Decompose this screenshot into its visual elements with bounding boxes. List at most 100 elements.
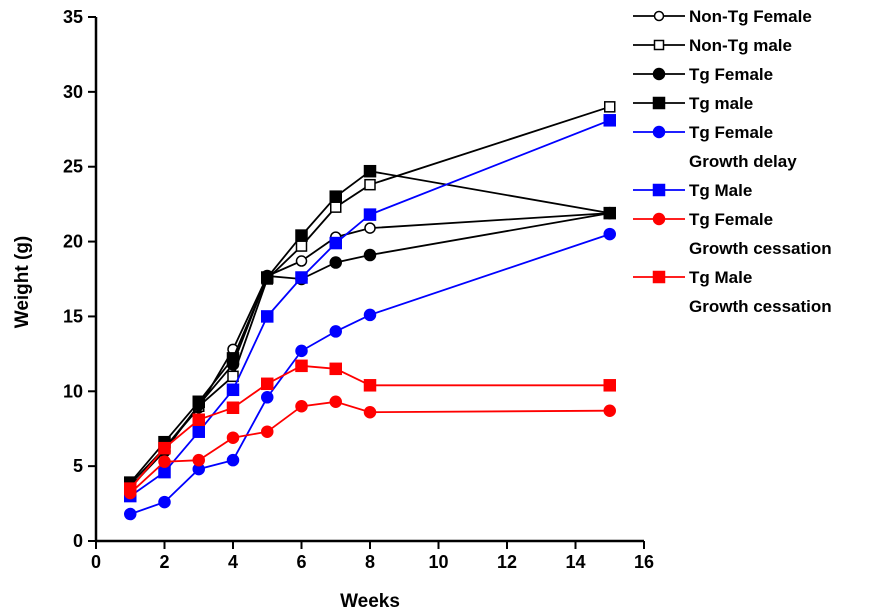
series-layer bbox=[124, 101, 616, 521]
data-point bbox=[261, 377, 274, 391]
legend-label: Tg Female bbox=[689, 210, 773, 229]
data-point bbox=[295, 240, 308, 252]
y-tick-label: 25 bbox=[63, 157, 83, 177]
x-axis-title: Weeks bbox=[340, 591, 400, 612]
data-point bbox=[192, 453, 205, 467]
x-tick-label: 4 bbox=[228, 552, 238, 572]
data-point bbox=[226, 431, 240, 444]
x-tick-label: 10 bbox=[428, 552, 448, 572]
data-point bbox=[363, 379, 377, 392]
legend-item-6: Tg Male bbox=[633, 181, 752, 200]
data-point bbox=[261, 425, 274, 438]
data-point bbox=[261, 271, 274, 284]
legend-label: Tg Male bbox=[689, 268, 752, 287]
data-point bbox=[603, 227, 616, 241]
legend-label: Non-Tg Female bbox=[689, 7, 812, 26]
data-point bbox=[295, 400, 308, 413]
data-point bbox=[603, 379, 616, 392]
data-point bbox=[261, 310, 274, 323]
data-point bbox=[261, 391, 274, 404]
x-tick-label: 0 bbox=[91, 552, 101, 572]
data-point bbox=[226, 453, 240, 467]
series-3 bbox=[124, 206, 616, 494]
data-point bbox=[295, 344, 308, 358]
data-point bbox=[192, 425, 205, 438]
data-point bbox=[363, 248, 377, 262]
data-point bbox=[363, 164, 377, 178]
data-point bbox=[192, 395, 205, 409]
legend-item-1: Non-Tg Female bbox=[633, 7, 812, 26]
data-point bbox=[330, 201, 342, 213]
y-tick-label: 10 bbox=[63, 381, 83, 401]
data-point bbox=[226, 401, 240, 415]
legend-label-line2: Growth cessation bbox=[689, 297, 832, 316]
legend-marker bbox=[653, 39, 665, 51]
data-point bbox=[329, 236, 342, 250]
series-8 bbox=[124, 359, 616, 495]
legend-item-8: Tg Male Growth cessation bbox=[633, 268, 832, 316]
data-point bbox=[158, 465, 171, 479]
x-tick-label: 8 bbox=[365, 552, 375, 572]
legend-marker bbox=[653, 10, 665, 22]
legend-item-2: Non-Tg male bbox=[633, 36, 792, 55]
x-tick-label: 6 bbox=[296, 552, 306, 572]
data-point bbox=[364, 222, 376, 234]
legend-marker bbox=[652, 67, 666, 81]
y-tick-label: 35 bbox=[63, 7, 83, 27]
legend-label: Tg male bbox=[689, 94, 753, 113]
legend-marker bbox=[652, 212, 666, 226]
x-tick-label: 2 bbox=[159, 552, 169, 572]
data-point bbox=[158, 495, 171, 509]
legend-label: Tg Male bbox=[689, 181, 752, 200]
data-point bbox=[364, 178, 376, 191]
legend-item-4: Tg male bbox=[633, 94, 753, 113]
data-point bbox=[363, 405, 377, 419]
legend-label-line2: Growth cessation bbox=[689, 239, 832, 258]
data-point bbox=[603, 206, 616, 220]
data-point bbox=[329, 190, 342, 203]
data-point bbox=[604, 101, 616, 113]
series-5 bbox=[124, 227, 616, 521]
data-point bbox=[295, 359, 308, 373]
data-point bbox=[158, 441, 171, 455]
data-point bbox=[124, 482, 137, 495]
legend-label: Non-Tg male bbox=[689, 36, 792, 55]
legend-label: Tg Female bbox=[689, 65, 773, 84]
series-7 bbox=[124, 395, 616, 500]
data-point bbox=[192, 413, 205, 426]
legend-marker bbox=[652, 96, 666, 110]
data-point bbox=[158, 455, 171, 468]
data-point bbox=[295, 255, 308, 267]
legend-marker bbox=[652, 183, 666, 197]
y-axis-title: Weight (g) bbox=[12, 236, 33, 329]
data-point bbox=[603, 404, 616, 417]
data-point bbox=[363, 308, 377, 322]
y-tick-label: 20 bbox=[63, 232, 83, 252]
data-point bbox=[329, 256, 342, 269]
y-tick-label: 15 bbox=[63, 306, 83, 326]
data-point bbox=[226, 383, 240, 397]
data-point bbox=[363, 208, 377, 221]
legend-item-5: Tg Female Growth delay bbox=[633, 123, 797, 171]
data-point bbox=[295, 271, 308, 284]
legend-item-7: Tg Female Growth cessation bbox=[633, 210, 832, 258]
legend-label-line2: Growth delay bbox=[689, 152, 797, 171]
legend-marker bbox=[652, 270, 666, 284]
x-tick-label: 16 bbox=[634, 552, 654, 572]
data-point bbox=[329, 325, 342, 338]
legend-label: Tg Female bbox=[689, 123, 773, 142]
y-tick-label: 0 bbox=[73, 531, 83, 551]
legend: Non-Tg Female Non-Tg male Tg Female Tg male… bbox=[633, 7, 832, 316]
y-tick-label: 5 bbox=[73, 456, 83, 476]
y-tick-label: 30 bbox=[63, 82, 83, 102]
data-point bbox=[603, 114, 616, 127]
data-point bbox=[295, 229, 308, 242]
data-point bbox=[226, 352, 240, 365]
axes: 0 2 4 6 8 10 12 14 16 0 5 10 15 20 25 30 35 bbox=[63, 7, 654, 572]
legend-marker bbox=[652, 125, 666, 139]
legend-item-3: Tg Female bbox=[633, 65, 773, 84]
x-tick-label: 12 bbox=[497, 552, 517, 572]
data-point bbox=[329, 362, 342, 376]
data-point bbox=[124, 507, 137, 521]
